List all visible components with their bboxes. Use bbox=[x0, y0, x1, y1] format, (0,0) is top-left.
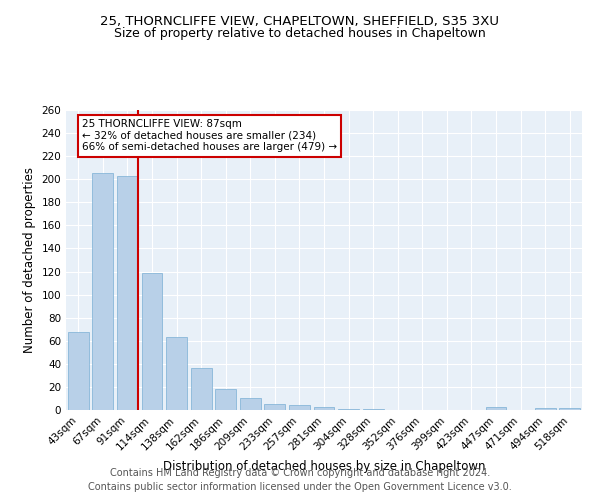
Bar bbox=[289, 406, 310, 410]
Text: Size of property relative to detached houses in Chapeltown: Size of property relative to detached ho… bbox=[114, 28, 486, 40]
Bar bbox=[338, 409, 359, 410]
Y-axis label: Number of detached properties: Number of detached properties bbox=[23, 167, 36, 353]
Bar bbox=[142, 272, 163, 410]
Bar bbox=[92, 174, 113, 410]
Text: Contains HM Land Registry data © Crown copyright and database right 2024.: Contains HM Land Registry data © Crown c… bbox=[110, 468, 490, 477]
Bar bbox=[265, 404, 286, 410]
Bar bbox=[191, 368, 212, 410]
Text: Contains public sector information licensed under the Open Government Licence v3: Contains public sector information licen… bbox=[88, 482, 512, 492]
Bar bbox=[485, 406, 506, 410]
Text: 25, THORNCLIFFE VIEW, CHAPELTOWN, SHEFFIELD, S35 3XU: 25, THORNCLIFFE VIEW, CHAPELTOWN, SHEFFI… bbox=[101, 15, 499, 28]
Bar bbox=[240, 398, 261, 410]
Bar bbox=[362, 409, 383, 410]
Bar bbox=[314, 406, 334, 410]
Bar bbox=[559, 408, 580, 410]
Bar bbox=[117, 176, 138, 410]
Bar bbox=[535, 408, 556, 410]
Text: 25 THORNCLIFFE VIEW: 87sqm
← 32% of detached houses are smaller (234)
66% of sem: 25 THORNCLIFFE VIEW: 87sqm ← 32% of deta… bbox=[82, 119, 337, 152]
Bar bbox=[68, 332, 89, 410]
X-axis label: Distribution of detached houses by size in Chapeltown: Distribution of detached houses by size … bbox=[163, 460, 485, 473]
Bar bbox=[166, 338, 187, 410]
Bar bbox=[215, 389, 236, 410]
